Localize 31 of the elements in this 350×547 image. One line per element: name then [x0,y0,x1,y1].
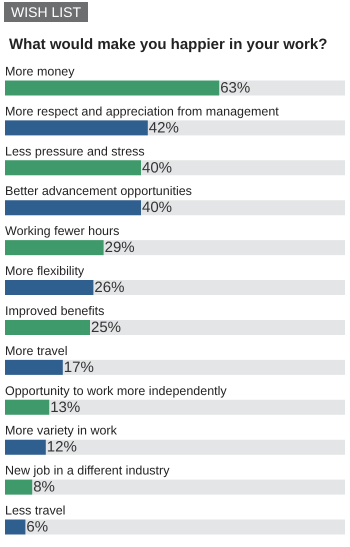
data-label: 25% [91,318,122,336]
bar [5,360,63,375]
y-tick-label: More money [5,64,76,78]
data-label: 40% [142,199,172,216]
chart-title: WISH LIST [11,4,82,20]
data-label: 17% [64,358,94,376]
y-tick-label: More flexibility [5,264,85,278]
data-label: 40% [142,159,172,176]
y-tick-label: More travel [5,344,68,358]
y-tick-label: More variety in work [5,424,118,438]
y-tick-label: Working fewer hours [5,224,120,238]
bar [5,400,50,415]
chart-subtitle: What would make you happier in your work? [9,36,328,53]
bar [5,440,46,455]
data-label: 63% [220,79,250,96]
y-tick-label: New job in a different industry [5,464,170,478]
y-tick-label: More respect and appreciation from management [5,104,280,118]
y-tick-label: Less travel [5,504,66,518]
data-label: 8% [33,478,55,496]
data-label: 26% [94,279,124,296]
y-tick-label: Better advancement opportunities [5,184,192,198]
data-label: 6% [26,518,48,536]
bar [5,520,26,535]
y-tick-label: Improved benefits [5,304,104,318]
bar [5,480,32,495]
data-label: 42% [148,119,179,136]
data-label: 13% [50,398,80,416]
data-label: 12% [46,438,77,456]
data-label: 29% [104,239,135,256]
y-tick-label: Less pressure and stress [5,144,145,158]
y-tick-label: Opportunity to work more independently [5,384,228,398]
